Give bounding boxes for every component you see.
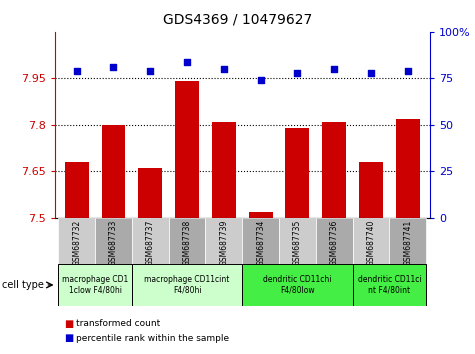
Point [183, 59, 191, 64]
Text: GSM687738: GSM687738 [182, 220, 191, 266]
Text: GSM687740: GSM687740 [367, 220, 376, 267]
Point [110, 64, 117, 70]
Point [257, 78, 265, 83]
Text: GSM687736: GSM687736 [330, 220, 339, 267]
Bar [316, 218, 352, 264]
Point [146, 68, 154, 74]
Bar [65, 162, 89, 218]
Text: dendritic CD11ci
nt F4/80int: dendritic CD11ci nt F4/80int [358, 275, 421, 295]
Bar [58, 218, 95, 264]
Text: transformed count: transformed count [76, 319, 160, 329]
Bar [58, 264, 132, 306]
Point [404, 68, 412, 74]
Bar [95, 218, 132, 264]
Text: GSM687737: GSM687737 [146, 220, 155, 267]
Point [331, 66, 338, 72]
Bar [285, 128, 309, 218]
Bar [102, 125, 125, 218]
Text: cell type: cell type [2, 280, 44, 290]
Text: macrophage CD11cint
F4/80hi: macrophage CD11cint F4/80hi [144, 275, 230, 295]
Bar [206, 218, 242, 264]
Point [294, 70, 301, 76]
Text: GSM687732: GSM687732 [72, 220, 81, 266]
Bar [132, 218, 169, 264]
Bar [212, 122, 236, 218]
Bar [242, 218, 279, 264]
Text: percentile rank within the sample: percentile rank within the sample [76, 333, 229, 343]
Bar [279, 218, 316, 264]
Bar [352, 218, 390, 264]
Text: GSM687741: GSM687741 [403, 220, 412, 266]
Bar [322, 122, 346, 218]
Text: ■: ■ [64, 333, 73, 343]
Point [367, 70, 375, 76]
Text: GSM687733: GSM687733 [109, 220, 118, 267]
Bar [396, 119, 420, 218]
Bar [390, 218, 426, 264]
Text: GSM687739: GSM687739 [219, 220, 228, 267]
Text: dendritic CD11chi
F4/80low: dendritic CD11chi F4/80low [263, 275, 332, 295]
Bar [138, 168, 162, 218]
Bar [359, 162, 383, 218]
Point [73, 68, 80, 74]
Bar [132, 264, 242, 306]
Bar [249, 212, 273, 218]
Bar [352, 264, 426, 306]
Bar [242, 264, 352, 306]
Text: ■: ■ [64, 319, 73, 329]
Text: GSM687734: GSM687734 [256, 220, 265, 267]
Bar [175, 81, 199, 218]
Text: macrophage CD1
1clow F4/80hi: macrophage CD1 1clow F4/80hi [62, 275, 128, 295]
Point [220, 66, 228, 72]
Text: GSM687735: GSM687735 [293, 220, 302, 267]
Bar [169, 218, 206, 264]
Text: GDS4369 / 10479627: GDS4369 / 10479627 [163, 12, 312, 27]
